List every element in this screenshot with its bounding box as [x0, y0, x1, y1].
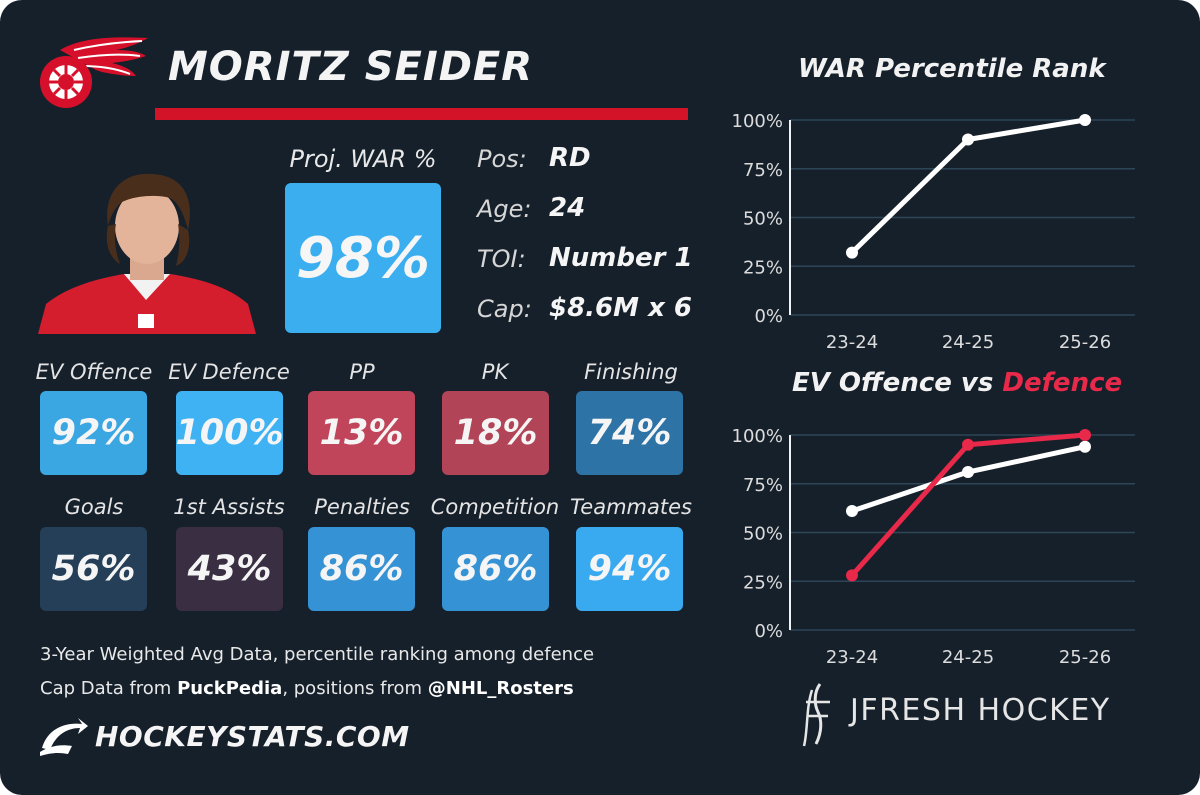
tile-pk: 18%	[442, 391, 549, 475]
chart1-series-0-point	[1079, 114, 1091, 126]
cap-label: Cap:	[477, 295, 532, 323]
puckpedia-credit: PuckPedia	[177, 678, 283, 699]
title-underline-bar	[155, 108, 688, 120]
tile-label-teammates: Teammates	[570, 495, 692, 519]
jfresh-hockey-wordmark: JFRESH HOCKEY	[850, 693, 1111, 728]
chart1-x-tick-label: 24-25	[942, 332, 994, 353]
proj-war-box: 98%	[285, 183, 441, 333]
chart1-series-0-point	[962, 133, 974, 146]
credits-prefix: Cap Data from	[40, 678, 178, 699]
tile-label-ev-defence: EV Defence	[168, 360, 290, 384]
tile-ev-defence: 100%	[175, 391, 284, 475]
age-label: Age:	[477, 195, 532, 223]
tile-finishing: 74%	[576, 391, 683, 475]
chart2-x-tick-label: 25-26	[1059, 647, 1111, 668]
tile-ev-offence: 92%	[40, 391, 147, 475]
tile-label-1st-assists: 1st Assists	[173, 495, 285, 519]
pos-label: Pos:	[477, 145, 527, 173]
chart2-series-1-point	[846, 569, 858, 582]
chart-2-title: EV Offence vs Defence	[792, 368, 1122, 398]
tile-competition: 86%	[442, 527, 549, 611]
hockeystats-wordmark: HOCKEYSTATS.COM	[95, 720, 410, 753]
chart1-y-tick-label: 25%	[743, 257, 783, 278]
credits-middle: , positions from	[282, 678, 428, 699]
chart2-y-tick-label: 100%	[732, 426, 783, 447]
tile-label-penalties: Penalties	[314, 495, 410, 519]
age-value: 24	[549, 193, 586, 223]
chart2-series-0-point	[962, 466, 974, 479]
toi-label: TOI:	[477, 245, 526, 273]
proj-war-label: Proj. WAR %	[289, 145, 437, 173]
war-percentile-chart: 0% 25% 50% 75% 100% 23-24 24-25 25-26	[732, 111, 1135, 353]
chart-1-title: WAR Percentile Rank	[798, 54, 1106, 84]
chart2-y-tick-label: 50%	[743, 524, 783, 545]
pos-value: RD	[549, 143, 591, 173]
chart2-series-0-point	[846, 505, 858, 518]
tile-teammates: 94%	[576, 527, 683, 611]
chart1-y-tick-label: 75%	[743, 160, 783, 181]
tile-pp: 13%	[308, 391, 415, 475]
jfresh-logo-icon	[802, 683, 830, 747]
red-wings-logo	[40, 37, 148, 108]
chart1-x-tick-label: 23-24	[826, 332, 878, 353]
tile-label-pk: PK	[481, 360, 509, 384]
hockeystats-icon	[40, 718, 88, 756]
toi-value: Number 1	[549, 243, 693, 273]
chart1-series-0-point	[846, 246, 858, 259]
player-headshot	[38, 173, 256, 334]
chart-2-title-defence: Defence	[1002, 368, 1123, 398]
chart2-series-0-line	[849, 444, 1088, 514]
tile-label-competition: Competition	[430, 495, 560, 519]
tile-label-ev-offence: EV Offence	[35, 360, 153, 384]
tile-label-finishing: Finishing	[584, 360, 678, 384]
chart2-series-0-point	[1079, 440, 1091, 453]
player-name: MORITZ SEIDER	[168, 44, 534, 90]
chart2-x-tick-label: 23-24	[826, 647, 878, 668]
nhl-rosters-credit: @NHL_Rosters	[427, 678, 574, 699]
cap-value: $8.6M x 6	[549, 293, 692, 323]
tile-penalties: 86%	[308, 527, 415, 611]
chart2-y-tick-label: 25%	[743, 572, 783, 593]
chart1-x-tick-label: 25-26	[1059, 332, 1111, 353]
footnote-data-source: 3-Year Weighted Avg Data, percentile ran…	[40, 644, 595, 665]
chart2-x-tick-label: 24-25	[942, 647, 994, 668]
chart1-y-tick-label: 0%	[754, 306, 783, 327]
chart2-series-1-point	[962, 438, 974, 451]
chart2-series-1-point	[1079, 429, 1091, 441]
chart2-y-tick-label: 0%	[754, 621, 783, 642]
chart1-y-tick-label: 100%	[732, 111, 783, 132]
tile-label-goals: Goals	[64, 495, 124, 519]
tile-goals: 56%	[40, 527, 147, 611]
ev-offence-vs-defence-chart: 0% 25% 50% 75% 100% 23-24 24-25 25-26	[732, 426, 1135, 668]
chart-2-title-offence: EV Offence vs	[792, 368, 1003, 398]
footnote-credits: Cap Data from PuckPedia, positions from …	[40, 678, 574, 699]
chart2-y-tick-label: 75%	[743, 475, 783, 496]
tile-label-pp: PP	[349, 360, 375, 384]
tile-1st-assists: 43%	[176, 527, 283, 611]
chart1-y-tick-label: 50%	[743, 209, 783, 230]
